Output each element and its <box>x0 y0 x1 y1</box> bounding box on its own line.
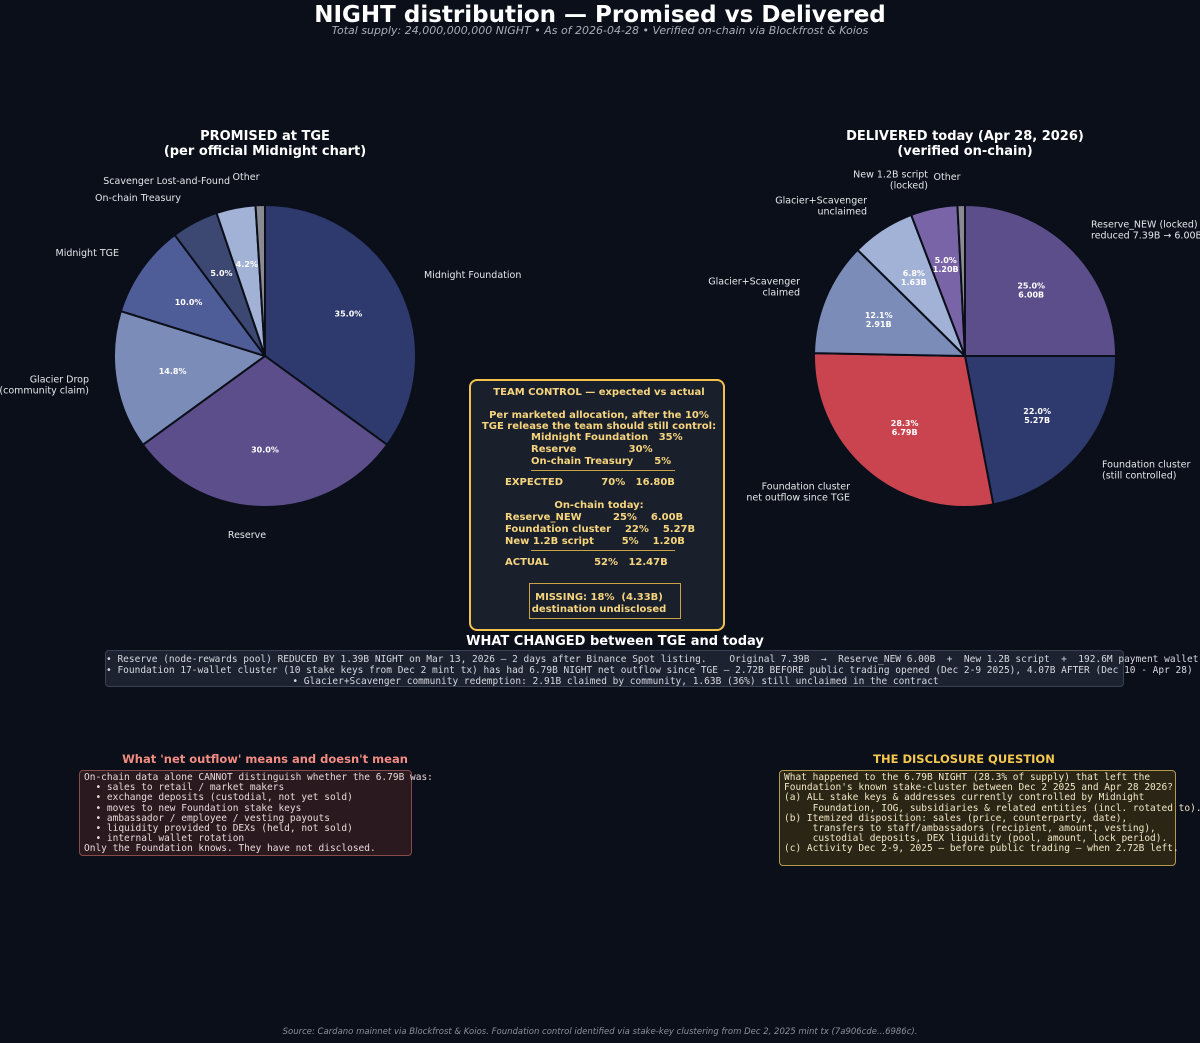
slice-category-label: Glacier+Scavenger unclaimed <box>775 196 867 218</box>
slice-category-label: Glacier+Scavenger claimed <box>708 277 800 299</box>
actual-row: Foundation cluster 22% 5.27B <box>505 524 696 535</box>
slice-value-label: 10.0% <box>175 298 203 307</box>
slice-category-label: Midnight Foundation <box>424 270 521 281</box>
disclosure-line: (c) Activity Dec 2-9, 2025 — before publ… <box>784 843 1179 855</box>
pie-left-title: PROMISED at TGE (per official Midnight ch… <box>163 129 367 159</box>
slice-category-label: Reserve <box>228 530 266 541</box>
team-box-intro: Per marketed allocation, after the 10% <box>489 410 709 421</box>
pie-slice <box>254 203 266 357</box>
pie-slice <box>119 233 268 358</box>
disclosure-box: What happened to the 6.79B NIGHT (28.3% … <box>779 770 1200 866</box>
team-box-intro: TGE release the team should still contro… <box>481 421 717 432</box>
expected-row: Midnight Foundation 35% <box>531 432 683 443</box>
slice-value-label: 25.0% 6.00B <box>1017 281 1045 299</box>
disclosure-line: (a) ALL stake keys & addresses currently… <box>784 792 1145 804</box>
pie-slice <box>813 352 995 508</box>
slice-category-label: Glacier Drop (community claim) <box>0 375 89 397</box>
disclosure-title: THE DISCLOSURE QUESTION <box>873 752 1055 766</box>
changed-box: • Reserve (node-rewards pool) REDUCED BY… <box>105 650 1199 687</box>
pie-right-title: DELIVERED today (Apr 28, 2026) (verified … <box>846 129 1084 159</box>
actual-row: New 1.2B script 5% 1.20B <box>505 536 685 547</box>
slice-category-label: New 1.2B script (locked) <box>853 170 928 192</box>
slice-value-label: 5.0% 1.20B <box>933 256 959 274</box>
slice-category-label: On-chain Treasury <box>95 193 181 204</box>
slice-category-label: Reserve_NEW (locked) reduced 7.39B → 6.00… <box>1091 220 1200 242</box>
net-outflow-title: What 'net outflow' means and doesn't mea… <box>122 752 408 766</box>
slice-category-label: Foundation cluster net outflow since TGE <box>746 482 850 504</box>
slice-value-label: 35.0% <box>335 309 363 318</box>
net-outflow-line: • sales to retail / market makers <box>84 782 285 794</box>
onchain-heading: On-chain today: <box>554 500 644 511</box>
net-outflow-line: • ambassador / employee / vesting payout… <box>84 812 330 824</box>
net-outflow-line: • internal wallet rotation <box>84 833 245 845</box>
disclosure-line: custodial deposits, DEX liquidity (pool,… <box>784 833 1168 845</box>
pie-slice <box>963 355 1118 506</box>
team-control-box: TEAM CONTROL — expected vs actual Per ma… <box>469 379 725 631</box>
team-box-title: TEAM CONTROL — expected vs actual <box>493 387 705 398</box>
disclosure-line: What happened to the 6.79B NIGHT (28.3% … <box>784 772 1151 783</box>
slice-value-label: 6.8% 1.63B <box>901 269 927 287</box>
divider <box>531 470 675 471</box>
divider <box>531 550 675 551</box>
net-outflow-line: • exchange deposits (custodial, not yet … <box>84 792 353 804</box>
slice-category-label: Other <box>233 172 260 183</box>
page-title: NIGHT distribution — Promised vs Deliver… <box>314 2 886 28</box>
disclosure-line: transfers to staff/ambassadors (recipien… <box>784 823 1156 835</box>
slice-category-label: Midnight TGE <box>56 248 120 259</box>
slice-value-label: 22.0% 5.27B <box>1023 407 1051 425</box>
slice-category-label: Scavenger Lost-and-Found <box>103 176 230 187</box>
slice-category-label: Foundation cluster (still controlled) <box>1102 460 1190 482</box>
actual-row: Reserve_NEW 25% 6.00B <box>505 512 684 523</box>
pie-slice <box>141 354 389 509</box>
changed-line: • Foundation 17-wallet cluster (10 stake… <box>106 665 1193 676</box>
disclosure-line: Foundation, IOG, subsidiaries & related … <box>784 802 1200 814</box>
disclosure-line: (b) Itemized disposition: sales (price, … <box>784 812 1128 824</box>
source-note: Source: Cardano mainnet via Blockfrost &… <box>282 1027 918 1037</box>
changed-title: WHAT CHANGED between TGE and today <box>466 634 764 649</box>
page-subtitle: Total supply: 24,000,000,000 NIGHT • As … <box>331 24 869 37</box>
slice-value-label: 14.8% <box>159 367 187 376</box>
expected-row: Reserve 30% <box>531 444 653 455</box>
net-outflow-line: • liquidity provided to DEXs (held, not … <box>84 823 353 835</box>
pie-charts: 35.0% Midnight Foundation 30.0% Reserve 14.8… <box>0 170 1200 542</box>
slice-value-label: 30.0% <box>251 446 279 455</box>
disclosure-line: Foundation's known stake-cluster between… <box>784 782 1173 794</box>
pie-slice <box>264 203 417 447</box>
net-outflow-box: On-chain data alone CANNOT distinguish w… <box>79 770 433 856</box>
changed-line: • Glacier+Scavenger community redemption… <box>292 676 939 687</box>
net-outflow-line: Only the Foundation knows. They have not… <box>84 843 376 855</box>
net-outflow-line: On-chain data alone CANNOT distinguish w… <box>84 772 433 783</box>
slice-value-label: 28.3% 6.79B <box>891 419 919 437</box>
missing-frame <box>529 583 681 619</box>
pie-slice <box>813 248 968 358</box>
net-outflow-line: • moves to new Foundation stake keys <box>84 802 302 814</box>
actual-total: ACTUAL 52% 12.47B <box>505 557 668 568</box>
slice-value-label: 4.2% <box>236 260 258 269</box>
expected-total: EXPECTED 70% 16.80B <box>505 477 675 488</box>
slice-value-label: 5.0% <box>210 269 232 278</box>
missing-note: destination undisclosed <box>531 604 667 615</box>
slice-value-label: 12.1% 2.91B <box>865 311 893 329</box>
pie-slice <box>964 203 1118 357</box>
expected-row: On-chain Treasury 5% <box>531 456 672 467</box>
slice-category-label: Other <box>934 172 961 183</box>
missing-value: MISSING: 18% (4.33B) <box>535 592 663 603</box>
pie-slice <box>956 203 966 357</box>
changed-line: • Reserve (node-rewards pool) REDUCED BY… <box>106 654 1199 665</box>
